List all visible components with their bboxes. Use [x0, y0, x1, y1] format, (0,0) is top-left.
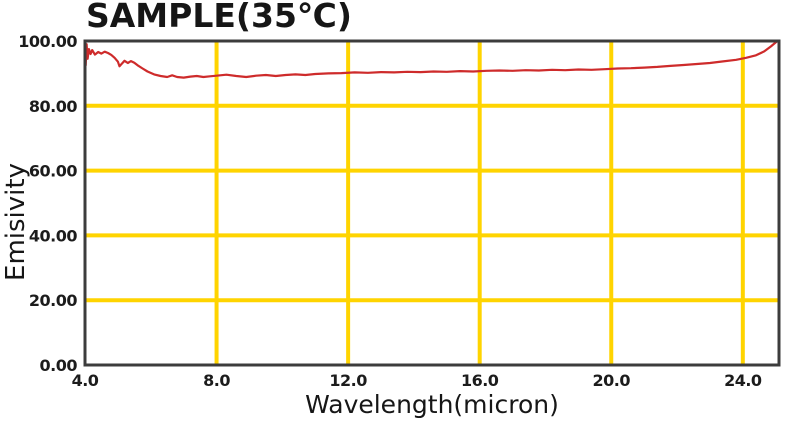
emissivity-curve — [83, 39, 779, 79]
x-tick-label: 4.0 — [72, 371, 99, 390]
x-tick-label: 20.0 — [593, 371, 631, 390]
y-tick-label: 80.00 — [29, 97, 77, 116]
x-axis-label: Wavelength(micron) — [305, 390, 559, 419]
y-tick-label: 40.00 — [29, 226, 77, 245]
x-tick-label: 16.0 — [461, 371, 499, 390]
y-tick-label: 20.00 — [29, 291, 77, 310]
x-tick-label: 24.0 — [724, 371, 762, 390]
y-tick-label: 100.00 — [18, 32, 77, 51]
chart-title: SAMPLE(35℃) — [86, 0, 352, 35]
y-tick-label: 0.00 — [40, 356, 78, 375]
y-tick-label: 60.00 — [29, 162, 77, 181]
plot-border — [83, 39, 781, 367]
x-tick-label: 12.0 — [329, 371, 367, 390]
x-tick-label: 8.0 — [203, 371, 230, 390]
